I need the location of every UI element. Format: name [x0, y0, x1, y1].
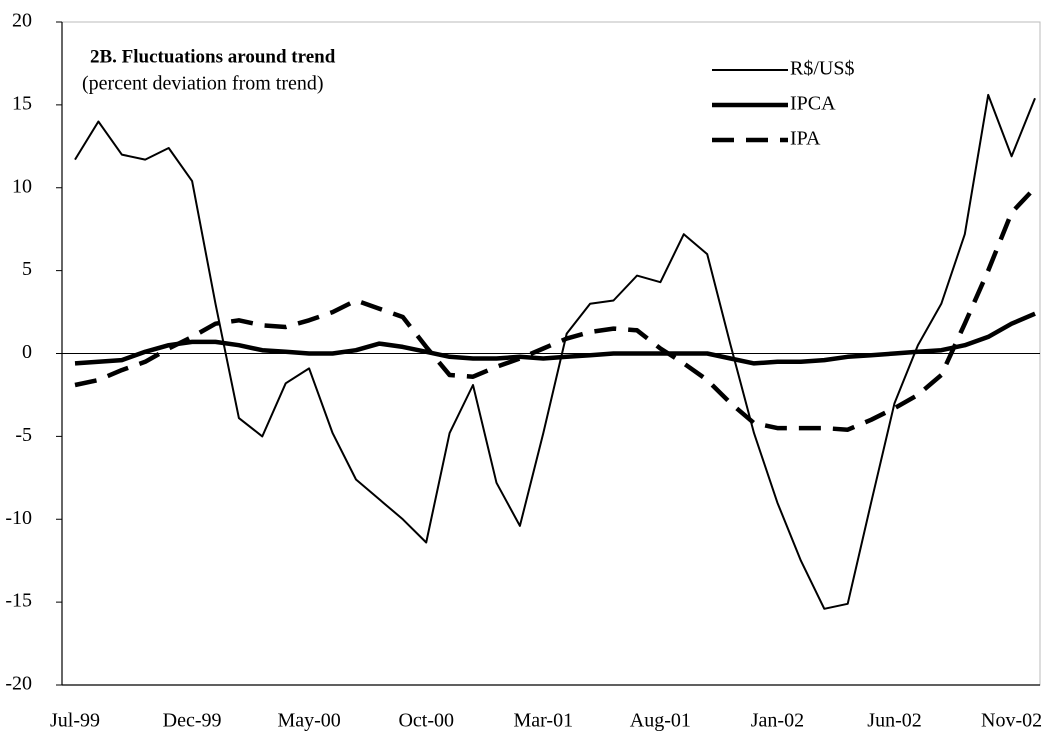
legend-label: IPCA	[790, 93, 836, 115]
y-tick-label: -10	[5, 507, 32, 529]
x-tick-label: Jan-02	[751, 710, 804, 732]
x-tick-label: May-00	[277, 710, 340, 732]
x-tick-label: Nov-02	[981, 710, 1042, 732]
y-tick-label: 5	[22, 258, 32, 280]
x-tick-label: Jul-99	[50, 710, 100, 732]
legend-label: IPA	[790, 128, 821, 150]
y-tick-label: 10	[12, 175, 32, 197]
y-tick-label: 0	[22, 341, 32, 363]
y-tick-label: -20	[5, 673, 32, 695]
series-line	[74, 311, 1036, 366]
x-tick-label: Dec-99	[163, 710, 222, 732]
x-tick-label: Mar-01	[513, 710, 573, 732]
x-tick-label: Oct-00	[398, 710, 454, 732]
chart-title: 2B. Fluctuations around trend	[90, 46, 336, 67]
x-tick-label: Aug-01	[630, 710, 691, 732]
chart-subtitle: (percent deviation from trend)	[82, 73, 324, 95]
y-tick-label: -15	[5, 590, 32, 612]
series-line	[74, 93, 1036, 610]
x-tick-label: Jun-02	[867, 710, 921, 732]
y-tick-label: 20	[12, 10, 32, 32]
y-tick-label: 15	[12, 92, 32, 114]
y-tick-label: -5	[15, 424, 32, 446]
series-line	[74, 186, 1037, 432]
legend-label: R$/US$	[790, 58, 854, 80]
